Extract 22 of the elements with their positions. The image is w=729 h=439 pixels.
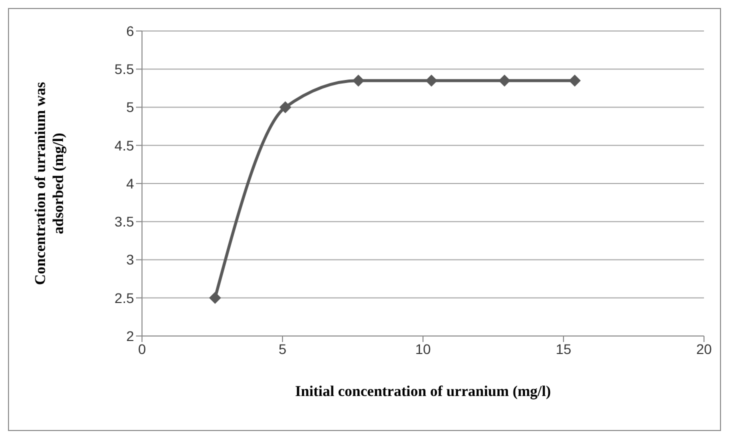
y-tick-label: 6	[126, 22, 134, 39]
y-tick-label: 2	[126, 328, 134, 344]
y-tick-label: 4.5	[114, 137, 134, 154]
y-tick-label: 4	[126, 175, 134, 192]
x-axis-title: Initial concentration of urranium (mg/l)	[295, 384, 551, 400]
point	[498, 74, 510, 87]
point	[279, 101, 292, 114]
point	[425, 74, 438, 87]
y-tick-label: 5.5	[114, 61, 134, 78]
point	[209, 292, 222, 304]
point	[352, 74, 364, 87]
y-tick-label: 3.5	[114, 214, 134, 230]
x-tick-label: 15	[556, 340, 572, 357]
y-tick-label: 2.5	[114, 290, 134, 306]
x-tick-label: 0	[138, 340, 146, 357]
y-tick-label: 5	[126, 99, 134, 116]
x-tick-label: 10	[415, 340, 431, 357]
y-axis-title: Concentration of urranium was adsorbed (mg/l)	[33, 82, 67, 285]
y-tick-label: 3	[126, 252, 134, 268]
point	[568, 74, 581, 87]
x-tick-label: 5	[278, 340, 287, 357]
x-tick-label: 20	[696, 340, 712, 357]
